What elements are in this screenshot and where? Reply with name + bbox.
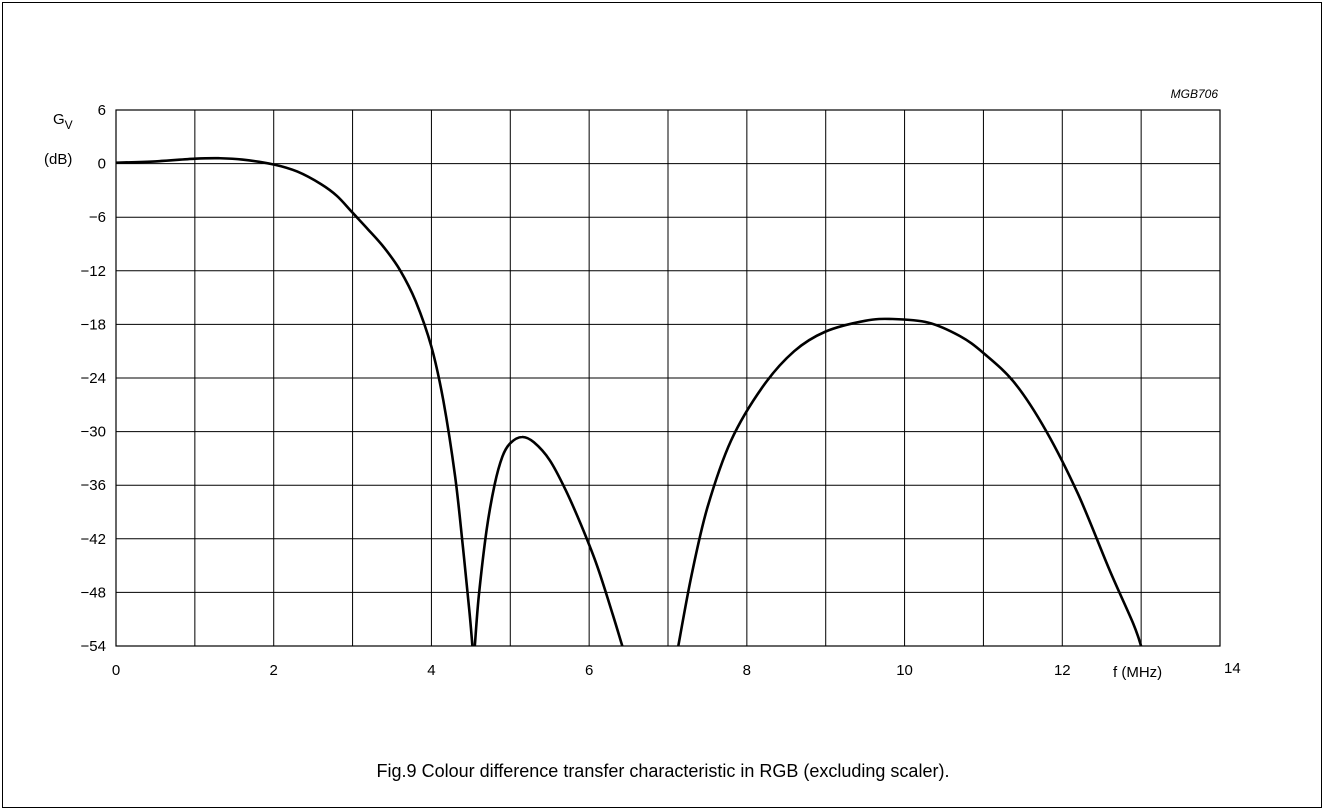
x-tick-label: 10	[896, 662, 913, 679]
curve-segment	[677, 317, 1143, 647]
plot-border	[115, 109, 1221, 647]
x-tick-label: 4	[427, 662, 435, 679]
y-tick-label: −54	[81, 638, 106, 655]
x-tick-label: 6	[585, 662, 593, 679]
x-tick-label: 0	[112, 662, 120, 679]
y-tick-label: 0	[98, 156, 106, 173]
figure-caption: Fig.9 Colour difference transfer charact…	[376, 761, 950, 781]
x-axis-ticks: 0 2 4 6 8 10 12 14	[112, 660, 1241, 679]
y-tick-label: 6	[98, 102, 106, 119]
x-tick-label: 12	[1054, 662, 1071, 679]
y-axis-ticks: 6 0 −6 −12 −18 −24 −30 −36 −42 −48 −54	[81, 102, 106, 655]
y-tick-label: −48	[81, 584, 106, 601]
y-axis-label: GV	[53, 111, 73, 132]
x-axis-label: f (MHz)	[1113, 664, 1162, 681]
y-tick-label: −6	[89, 209, 106, 226]
figure-code: MGB706	[1171, 87, 1219, 101]
y-tick-label: −42	[81, 531, 106, 548]
curve-segment	[115, 156, 474, 647]
x-tick-label: 14	[1224, 660, 1241, 677]
y-axis-unit: (dB)	[44, 151, 72, 168]
chart-grid	[116, 110, 1220, 646]
response-curve	[115, 156, 1143, 647]
x-tick-label: 2	[270, 662, 278, 679]
y-tick-label: −12	[81, 263, 106, 280]
curve-segment	[473, 435, 624, 647]
y-tick-label: −36	[81, 477, 106, 494]
plot-area-border	[115, 109, 1221, 647]
y-tick-label: −24	[81, 370, 106, 387]
y-tick-label: −18	[81, 316, 106, 333]
y-tick-label: −30	[81, 424, 106, 441]
x-tick-label: 8	[743, 662, 751, 679]
